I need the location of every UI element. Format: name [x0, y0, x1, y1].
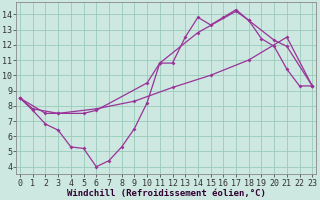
X-axis label: Windchill (Refroidissement éolien,°C): Windchill (Refroidissement éolien,°C): [67, 189, 266, 198]
